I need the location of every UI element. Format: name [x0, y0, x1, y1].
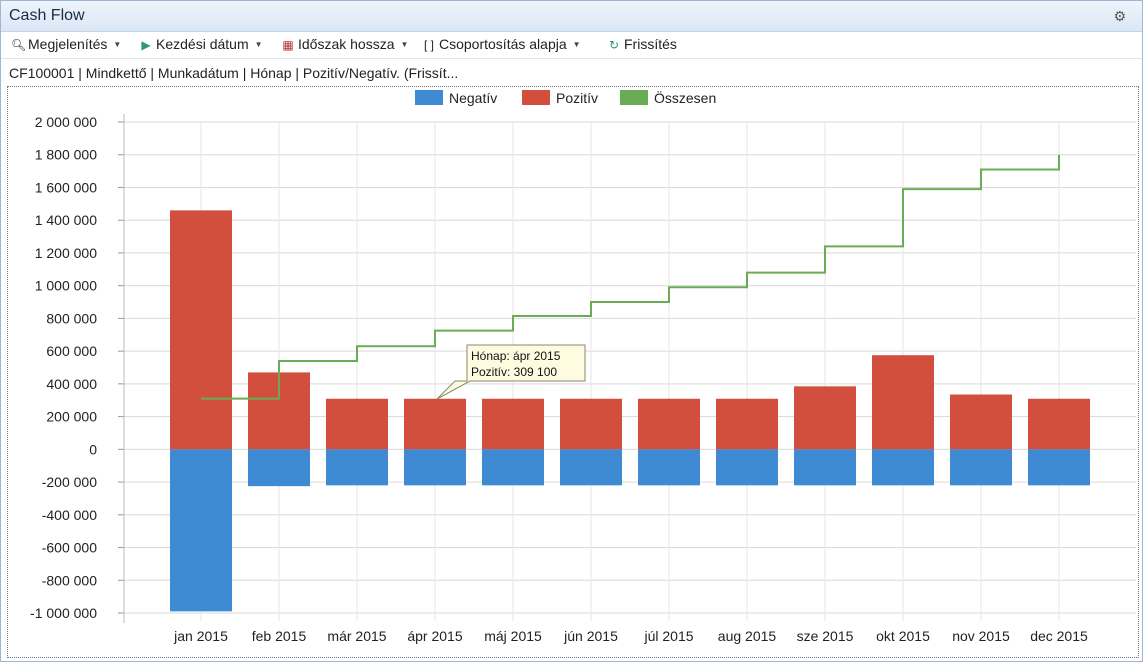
bar-negative[interactable] — [638, 449, 700, 486]
tooltip-line1: Hónap: ápr 2015 — [471, 349, 561, 363]
x-tick-label: nov 2015 — [952, 628, 1010, 644]
chevron-down-icon: ▼ — [113, 40, 122, 49]
grouping-label: Csoportosítás alapja — [439, 36, 567, 52]
bar-positive[interactable] — [560, 398, 622, 450]
start-date-button[interactable]: ▶ Kezdési dátum ▼ — [139, 36, 263, 52]
play-icon: ▶ — [141, 38, 151, 52]
x-tick-label: okt 2015 — [876, 628, 930, 644]
tooltip-box — [436, 344, 586, 400]
x-tick-label: már 2015 — [327, 628, 386, 644]
x-tick-label: jan 2015 — [173, 628, 228, 644]
x-tick-label: júl 2015 — [643, 628, 693, 644]
x-tick-label: jún 2015 — [563, 628, 618, 644]
y-tick-label: 1 200 000 — [35, 245, 97, 261]
refresh-label: Frissítés — [624, 36, 677, 52]
chart-frame — [7, 86, 1139, 658]
y-tick-label: 1 600 000 — [35, 179, 97, 195]
y-tick-label: -600 000 — [42, 540, 97, 556]
toolbar: 🔍︎ Megjelenítés ▼ ▶ Kezdési dátum ▼ ▦ Időszak… — [1, 32, 1142, 59]
x-tick-label: aug 2015 — [718, 628, 777, 644]
y-tick-label: -200 000 — [42, 474, 97, 490]
y-tick-label: 400 000 — [46, 376, 97, 392]
x-axis-labels: jan 2015 feb 2015 már 2015 ápr 2015 máj 2015… — [173, 628, 1088, 644]
display-button[interactable]: 🔍︎ Megjelenítés ▼ — [11, 36, 121, 52]
period-length-button[interactable]: ▦ Időszak hossza ▼ — [281, 36, 408, 52]
magnifier-page-icon: 🔍︎ — [11, 38, 27, 52]
y-tick-label: 0 — [89, 441, 97, 457]
bar-negative[interactable] — [170, 449, 232, 612]
bar-positive[interactable] — [872, 355, 934, 450]
chevron-down-icon: ▼ — [400, 40, 409, 49]
x-tick-label: feb 2015 — [252, 628, 307, 644]
title-bar: Cash Flow ⚙ — [1, 1, 1142, 32]
info-bar: CF100001 | Mindkettő | Munkadátum | Hóna… — [9, 65, 459, 81]
y-axis-labels: 2 000 000 1 800 000 1 600 000 1 400 000 1 20… — [30, 114, 97, 621]
y-tick-label: -400 000 — [42, 507, 97, 523]
tooltip: Hónap: ápr 2015 Pozitív: 309 100 — [436, 344, 586, 400]
legend-swatch — [415, 90, 443, 105]
y-tick-label: 1 800 000 — [35, 147, 97, 163]
x-tick-label: máj 2015 — [484, 628, 542, 644]
bar-negative[interactable] — [716, 449, 778, 486]
bar-positive[interactable] — [170, 210, 232, 450]
gear-pin-icon[interactable]: ⚙ — [1113, 8, 1126, 24]
bar-positive[interactable] — [326, 398, 388, 450]
bar-negative[interactable] — [1028, 449, 1090, 486]
display-label: Megjelenítés — [28, 36, 108, 52]
bar-negative[interactable] — [872, 449, 934, 486]
y-tick-label: 800 000 — [46, 310, 97, 326]
bars — [170, 210, 1090, 612]
bar-positive[interactable] — [482, 398, 544, 450]
period-length-label: Időszak hossza — [298, 36, 395, 52]
y-tick-label: -1 000 000 — [30, 605, 97, 621]
legend-swatch — [522, 90, 550, 105]
y-tick-label: 2 000 000 — [35, 114, 97, 130]
bar-positive[interactable] — [404, 398, 466, 450]
legend-label: Összesen — [654, 89, 716, 106]
total-step-line[interactable] — [201, 154, 1060, 400]
window-title: Cash Flow — [9, 7, 85, 24]
calendar-icon: ▦ — [282, 38, 294, 52]
bar-positive[interactable] — [1028, 398, 1090, 450]
bar-negative[interactable] — [248, 449, 310, 487]
y-tick-label: 200 000 — [46, 409, 97, 425]
bar-positive[interactable] — [950, 394, 1012, 450]
chevron-down-icon: ▼ — [254, 40, 263, 49]
bar-positive[interactable] — [794, 386, 856, 450]
bar-negative[interactable] — [950, 449, 1012, 486]
chevron-down-icon: ▼ — [572, 40, 581, 49]
grouping-button[interactable]: [ ] Csoportosítás alapja ▼ — [422, 36, 581, 52]
bracket-icon: [ ] — [423, 38, 434, 52]
bar-negative[interactable] — [560, 449, 622, 486]
tooltip-line2: Pozitív: 309 100 — [471, 365, 557, 379]
grid-lines — [118, 114, 1136, 623]
bar-positive[interactable] — [638, 398, 700, 450]
bar-negative[interactable] — [404, 449, 466, 486]
y-tick-label: 1 000 000 — [35, 278, 97, 294]
legend-label: Pozitív — [556, 90, 598, 106]
y-tick-label: 600 000 — [46, 343, 97, 359]
legend: Negatív Pozitív Összesen — [415, 89, 716, 106]
bar-negative[interactable] — [482, 449, 544, 486]
x-tick-label: dec 2015 — [1030, 628, 1088, 644]
total-line — [201, 154, 1060, 400]
start-date-label: Kezdési dátum — [156, 36, 249, 52]
y-tick-label: 1 400 000 — [35, 212, 97, 228]
y-tick-label: -800 000 — [42, 572, 97, 588]
x-tick-label: sze 2015 — [797, 628, 854, 644]
legend-label: Negatív — [449, 90, 497, 106]
refresh-icon: ↻ — [608, 38, 620, 52]
x-tick-label: ápr 2015 — [407, 628, 462, 644]
legend-swatch — [620, 90, 648, 105]
bar-negative[interactable] — [326, 449, 388, 486]
bar-negative[interactable] — [794, 449, 856, 486]
refresh-button[interactable]: ↻ Frissítés — [607, 36, 677, 52]
bar-positive[interactable] — [716, 398, 778, 450]
